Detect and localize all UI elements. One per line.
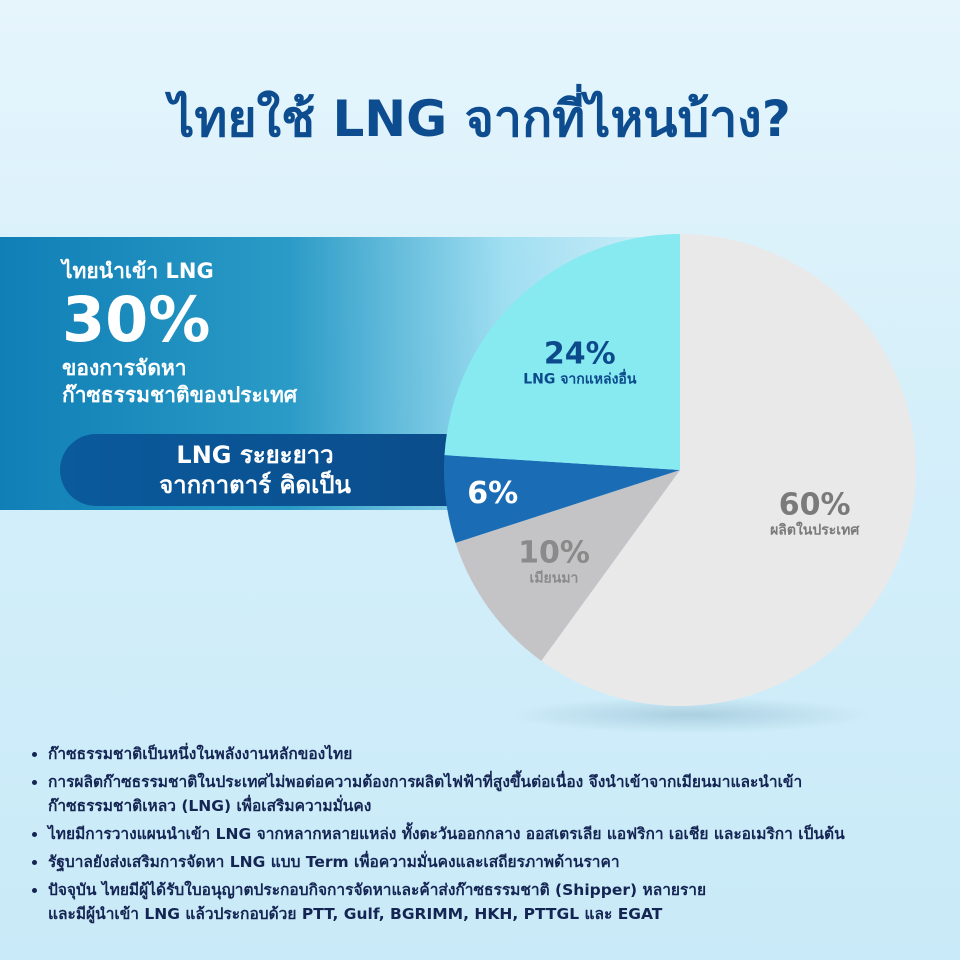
bullet: ไทยมีการวางแผนนำเข้า LNG จากหลากหลายแหล่… <box>32 822 942 846</box>
callout-line: 30% <box>62 283 211 356</box>
bullet: รัฐบาลยังส่งเสริมการจัดหา LNG แบบ Term เ… <box>32 850 942 874</box>
pie-slice <box>541 234 916 706</box>
callout-line: ของการจัดหา <box>62 356 187 380</box>
bullet-line: ไทยมีการวางแผนนำเข้า LNG จากหลากหลายแหล่… <box>48 825 845 843</box>
pie-shadow <box>510 697 870 733</box>
pill: LNG ระยะยาว จากกาตาร์ คิดเป็น <box>60 434 450 506</box>
callout: ไทยนำเข้า LNG 30% ของการจัดหาก๊าซธรรมชาติข… <box>62 258 297 409</box>
bullet-line: ก๊าซธรรมชาติเป็นหนึ่งในพลังงานหลักของไทย <box>48 745 353 763</box>
pie-slice <box>455 470 680 661</box>
slice-value: 60% <box>778 487 851 523</box>
slice-label: 6% <box>418 475 568 511</box>
bullet-line: ก๊าซธรรมชาติเหลว (LNG) เพื่อเสริมความมั่… <box>48 797 372 815</box>
bullet: การผลิตก๊าซธรรมชาติในประเทศไม่พอต่อความต… <box>32 770 942 818</box>
pie-slice <box>444 455 680 543</box>
slice-label: 24% LNG จากแหล่งอื่น <box>505 336 655 389</box>
slice-category: LNG จากแหล่งอื่น <box>523 371 637 388</box>
bullet: ก๊าซธรรมชาติเป็นหนึ่งในพลังงานหลักของไทย <box>32 742 942 766</box>
slice-value: 24% <box>543 336 616 372</box>
pill-line: LNG ระยะยาว <box>176 441 334 469</box>
slice-category: เมียนมา <box>529 570 579 587</box>
bullet-line: ปัจจุบัน ไทยมีผู้ได้รับใบอนุญาตประกอบกิจ… <box>48 881 707 899</box>
slice-value: 10% <box>518 535 590 571</box>
callout-line: ก๊าซธรรมชาติของประเทศ <box>62 383 298 407</box>
bullet-line: การผลิตก๊าซธรรมชาติในประเทศไม่พอต่อความต… <box>48 773 803 791</box>
slice-value: 6% <box>467 475 519 511</box>
slice-label: 10% เมียนมา <box>479 536 629 587</box>
title: ไทยใช้ LNG จากที่ไหนบ้าง? <box>169 90 791 148</box>
pill-line: จากกาตาร์ คิดเป็น <box>159 471 351 499</box>
slice-label: 60% ผลิตในประเทศ <box>740 488 890 539</box>
slice-category: ผลิตในประเทศ <box>770 522 860 539</box>
bullet: ปัจจุบัน ไทยมีผู้ได้รับใบอนุญาตประกอบกิจ… <box>32 878 942 926</box>
bullet-line: รัฐบาลยังส่งเสริมการจัดหา LNG แบบ Term เ… <box>48 853 620 871</box>
pie-slice <box>444 234 680 470</box>
callout-line: ไทยนำเข้า LNG <box>62 259 214 283</box>
bullet-list: ก๊าซธรรมชาติเป็นหนึ่งในพลังงานหลักของไทย… <box>32 742 942 930</box>
bullet-line: และมีผู้นำเข้า LNG แล้วประกอบด้วย PTT, G… <box>48 905 663 923</box>
